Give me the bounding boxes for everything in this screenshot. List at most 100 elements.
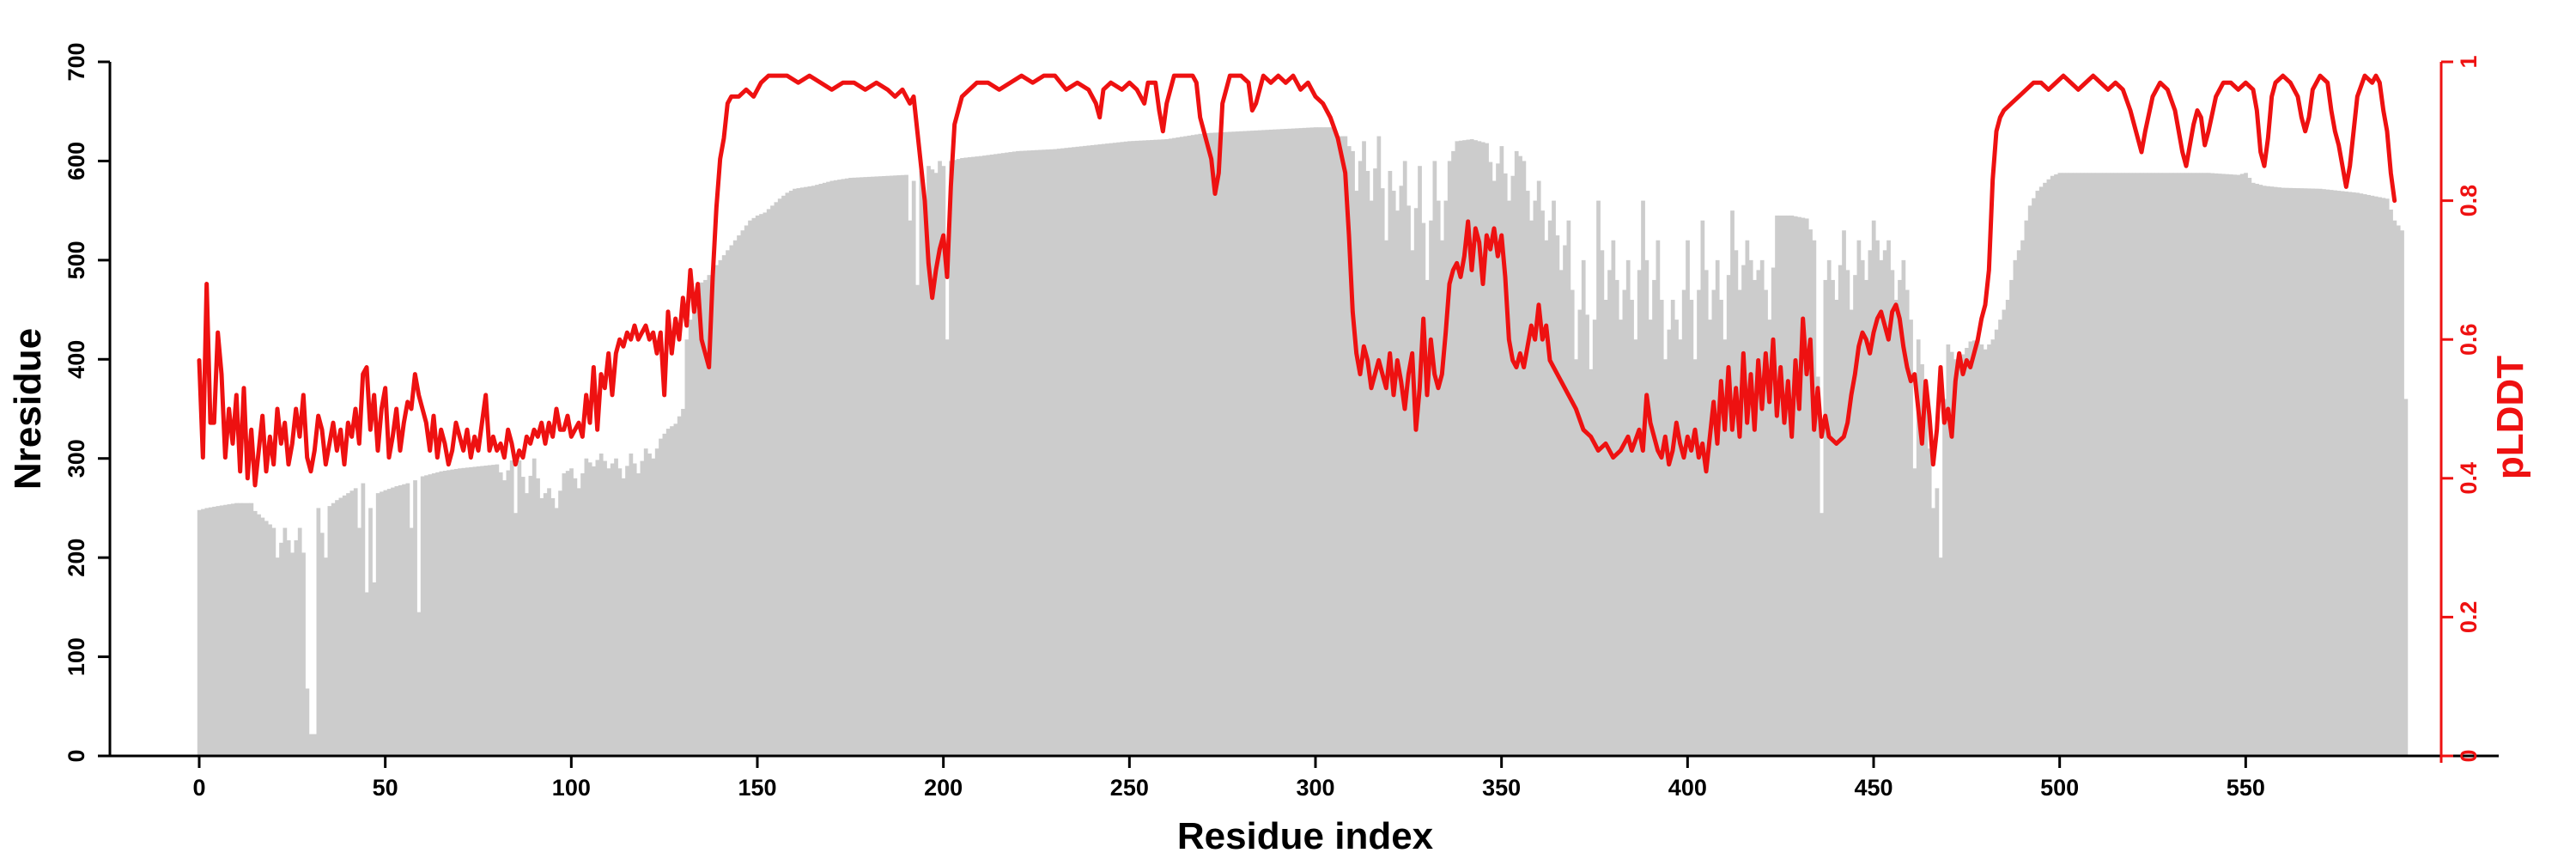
residue-bar — [1558, 270, 1564, 756]
residue-bar — [2269, 186, 2275, 756]
residue-bar — [257, 514, 261, 756]
residue-bar — [1231, 131, 1236, 756]
residue-bar — [413, 480, 417, 756]
residue-bar — [1436, 200, 1441, 757]
residue-bar — [1875, 240, 1880, 756]
residue-bar — [2392, 220, 2397, 756]
residue-bar — [1012, 151, 1017, 756]
residue-bar — [673, 423, 678, 756]
residue-bar — [1734, 250, 1739, 756]
residue-bar — [2351, 192, 2356, 756]
residue-bar — [2389, 209, 2393, 757]
residue-bar — [1812, 240, 1817, 756]
residue-bar — [1276, 129, 1281, 757]
residue-bar — [2050, 175, 2055, 757]
residue-bar — [647, 453, 652, 756]
residue-bar — [353, 488, 358, 756]
residue-bar — [744, 225, 749, 757]
y-right-tick-label: 0.4 — [2456, 462, 2482, 495]
y-right-tick-label: 0.2 — [2456, 601, 2482, 634]
residue-bar — [380, 491, 384, 756]
x-tick-label: 150 — [738, 775, 776, 801]
residue-bar — [659, 438, 663, 756]
residue-bar — [498, 472, 503, 756]
residue-bar — [1745, 240, 1750, 756]
residue-bar — [1391, 191, 1396, 756]
x-tick-label: 100 — [552, 775, 591, 801]
residue-bar — [1965, 348, 1969, 756]
residue-bar — [1332, 127, 1337, 756]
residue-bar — [759, 214, 763, 756]
residue-bar — [402, 484, 406, 756]
residue-bar — [1968, 341, 1973, 756]
residue-bar — [1689, 300, 1694, 756]
residue-bar — [1849, 309, 1854, 756]
residue-bar — [2258, 185, 2263, 756]
residue-bar — [755, 215, 760, 756]
residue-bar — [1388, 170, 1393, 757]
residue-bar — [1016, 150, 1020, 756]
residue-bar — [2024, 220, 2029, 756]
residue-bar — [1499, 146, 1504, 757]
residue-bar — [949, 161, 953, 756]
residue-bar — [1362, 141, 1366, 757]
residue-bar — [986, 155, 991, 756]
residue-bar — [2154, 173, 2159, 756]
residue-bar — [420, 476, 425, 756]
y-left-tick-label: 600 — [64, 142, 89, 180]
residue-bar — [1998, 320, 2002, 756]
residue-bar — [1485, 143, 1489, 756]
residue-bar — [1447, 161, 1452, 756]
residue-bar — [967, 157, 972, 757]
residue-bar — [1101, 143, 1106, 756]
residue-bar — [1823, 279, 1828, 756]
residue-bar — [1670, 300, 1675, 756]
residue-bar — [565, 471, 570, 756]
residue-bar — [2210, 173, 2215, 756]
residue-bar — [2348, 192, 2353, 756]
residue-bar — [2080, 173, 2085, 756]
residue-bar — [2244, 173, 2248, 756]
residue-bar — [1145, 140, 1151, 756]
residue-bar — [1127, 141, 1132, 757]
residue-bar — [283, 527, 288, 756]
y-right-tick-label: 1 — [2456, 55, 2482, 68]
residue-bar — [1142, 140, 1147, 757]
residue-bar — [1648, 320, 1653, 756]
residue-bar — [1856, 240, 1862, 756]
residue-bar — [640, 460, 645, 756]
y-right-tick-label: 0 — [2456, 749, 2482, 762]
residue-bar — [1402, 161, 1407, 756]
residue-bar — [1748, 259, 1753, 756]
residue-bar — [1321, 127, 1326, 756]
residue-bar — [1242, 131, 1248, 756]
residue-bar — [275, 557, 280, 756]
y-left-tick-label: 300 — [64, 439, 89, 478]
residue-bar — [1458, 140, 1463, 756]
residue-bar — [703, 279, 708, 756]
residue-bar — [1246, 131, 1251, 757]
residue-bar — [1090, 144, 1095, 756]
residue-bar — [1514, 150, 1519, 756]
residue-bar — [1488, 161, 1493, 756]
y-left-tick-label: 200 — [64, 539, 89, 577]
residue-bar — [319, 533, 325, 756]
residue-bar — [1994, 329, 1999, 756]
residue-bar — [1574, 359, 1578, 756]
residue-bar — [837, 180, 841, 756]
residue-bar — [1566, 220, 1571, 756]
residue-bar — [2113, 173, 2118, 756]
residue-bar — [863, 177, 868, 756]
residue-bar — [308, 734, 313, 756]
residue-bar — [2206, 173, 2211, 756]
residue-bar — [941, 166, 946, 756]
residue-bar — [2359, 193, 2364, 757]
residue-bar — [1864, 279, 1868, 756]
residue-bar — [305, 688, 310, 756]
y-left-tick-label: 400 — [64, 340, 89, 379]
residue-bar — [584, 458, 589, 756]
residue-bar — [2403, 399, 2409, 756]
x-tick-label: 400 — [1668, 775, 1707, 801]
residue-bar — [2318, 188, 2323, 756]
residue-bar — [458, 468, 462, 756]
